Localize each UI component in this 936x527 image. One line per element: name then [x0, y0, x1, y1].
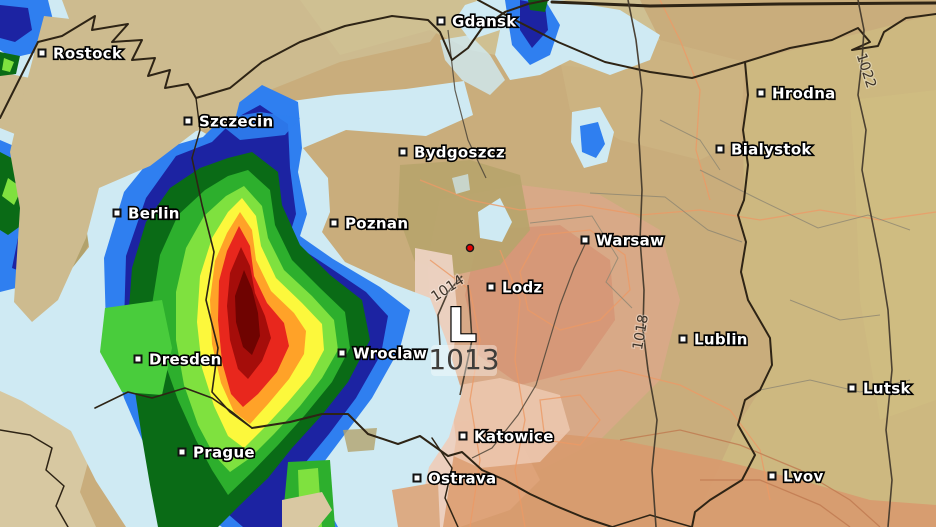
city-dot-icon [486, 282, 496, 292]
city-marker-szczecin[interactable]: Szczecin [183, 111, 275, 132]
city-marker-prague[interactable]: Prague [177, 442, 256, 463]
red-dot-marker [465, 243, 475, 253]
city-marker-hrodna[interactable]: Hrodna [756, 83, 837, 104]
city-label: Gdansk [452, 13, 517, 31]
city-dot-icon [436, 16, 446, 26]
city-label: Ostrava [428, 470, 496, 488]
city-label: Warsaw [596, 232, 664, 250]
city-marker-poznan[interactable]: Poznan [329, 213, 410, 234]
city-dot-icon [678, 334, 688, 344]
city-dot-icon [183, 116, 193, 126]
city-dot-icon [458, 431, 468, 441]
city-dot-icon [398, 147, 408, 157]
city-label: Bialystok [731, 141, 812, 159]
city-marker-gdansk[interactable]: Gdansk [436, 11, 519, 32]
city-label: Wroclaw [353, 345, 427, 363]
admin-lines-layer [529, 119, 911, 393]
city-label: Lutsk [863, 380, 912, 398]
isobar-lines-layer [437, 0, 893, 527]
city-marker-dresden[interactable]: Dresden [133, 349, 223, 370]
city-label: Lodz [502, 279, 543, 297]
city-marker-katowice[interactable]: Katowice [458, 426, 555, 447]
city-dot-icon [715, 144, 725, 154]
city-label: Szczecin [199, 113, 273, 131]
city-dot-icon [412, 473, 422, 483]
city-label: Hrodna [772, 85, 836, 103]
city-marker-warsaw[interactable]: Warsaw [580, 230, 666, 251]
city-marker-lvov[interactable]: Lvov [767, 466, 825, 487]
map-extras-layer [465, 243, 475, 253]
city-dot-icon [37, 48, 47, 58]
city-dot-icon [756, 88, 766, 98]
city-dot-icon [112, 208, 122, 218]
city-marker-berlin[interactable]: Berlin [112, 203, 181, 224]
city-dot-icon [177, 447, 187, 457]
city-marker-bialystok[interactable]: Bialystok [715, 139, 814, 160]
city-label: Dresden [149, 351, 222, 369]
city-marker-lublin[interactable]: Lublin [678, 329, 749, 350]
city-marker-wroclaw[interactable]: Wroclaw [337, 343, 428, 364]
land-holes-layer [10, 16, 440, 527]
precip-layer [0, 0, 660, 527]
city-marker-ostrava[interactable]: Ostrava [412, 468, 498, 489]
pressure-value-box [431, 345, 497, 376]
city-label: Lvov [783, 468, 824, 486]
city-dot-icon [337, 348, 347, 358]
city-marker-lutsk[interactable]: Lutsk [847, 378, 913, 399]
low-pressure-symbol: L [447, 298, 476, 352]
city-label: Poznan [345, 215, 408, 233]
city-dot-icon [767, 471, 777, 481]
city-marker-rostock[interactable]: Rostock [37, 43, 124, 64]
cities-layer: Rostock Szczecin Gdansk Bydgoszcz Berlin Pozn… [37, 11, 913, 489]
city-dot-icon [580, 235, 590, 245]
city-label: Bydgoszcz [414, 144, 505, 162]
contour-lines-layer [419, 0, 936, 527]
city-dot-icon [847, 383, 857, 393]
city-dot-icon [133, 354, 143, 364]
city-label: Lublin [694, 331, 748, 349]
city-label: Berlin [128, 205, 180, 223]
city-marker-lodz[interactable]: Lodz [486, 277, 544, 298]
low-pressure-value: 1013 [428, 343, 499, 376]
city-label: Katowice [474, 428, 554, 446]
city-label: Prague [193, 444, 255, 462]
city-label: Rostock [53, 45, 123, 63]
city-marker-bydgoszcz[interactable]: Bydgoszcz [398, 142, 506, 163]
city-dot-icon [329, 218, 339, 228]
